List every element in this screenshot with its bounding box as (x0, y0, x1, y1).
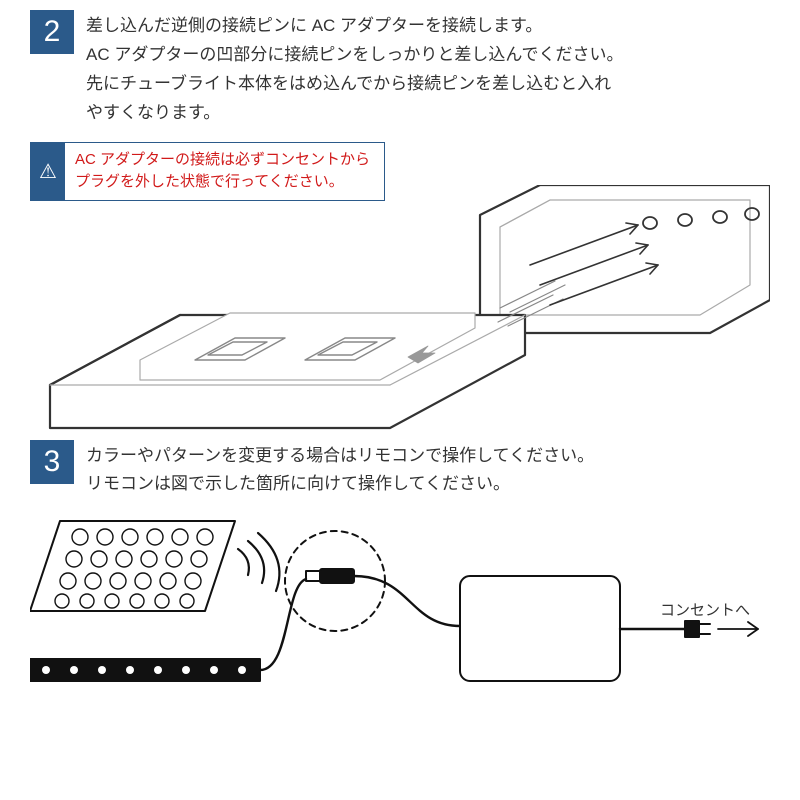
warning-line-1: AC アダプターの接続は必ずコンセントから (75, 149, 370, 172)
step-2-block: 2 差し込んだ逆側の接続ピンに AC アダプターを接続します。 AC アダプター… (0, 0, 800, 136)
warning-triangle-icon: ⚠ (31, 143, 65, 200)
figure-remote-wiring: コンセントへ (30, 511, 770, 706)
step-3-text: カラーやパターンを変更する場合はリモコンで操作してください。 リモコンは図で示し… (86, 440, 770, 500)
step-2-line-1: 差し込んだ逆側の接続ピンに AC アダプターを接続します。 (86, 12, 770, 41)
warning-text: AC アダプターの接続は必ずコンセントから プラグを外した状態で行ってください。 (65, 143, 384, 200)
step-2-line-2: AC アダプターの凹部分に接続ピンをしっかりと差し込んでください。 (86, 41, 770, 70)
warning-box: ⚠ AC アダプターの接続は必ずコンセントから プラグを外した状態で行ってくださ… (30, 142, 385, 201)
step-2-line-3: 先にチューブライト本体をはめ込んでから接続ピンを差し込むと入れ (86, 70, 770, 99)
step-3-block: 3 カラーやパターンを変更する場合はリモコンで操作してください。 リモコンは図で… (0, 430, 800, 508)
warning-line-2: プラグを外した状態で行ってください。 (75, 171, 370, 194)
label-to-outlet: コンセントへ (660, 599, 750, 620)
step-3-line-2: リモコンは図で示した箇所に向けて操作してください。 (86, 470, 770, 499)
step-2-text: 差し込んだ逆側の接続ピンに AC アダプターを接続します。 AC アダプターの凹… (86, 10, 770, 128)
figure-1-svg (30, 185, 770, 430)
step-2-line-4: やすくなります。 (86, 99, 770, 128)
step-3-number: 3 (30, 440, 74, 484)
figure-connector-socket (30, 185, 770, 430)
step-3-line-1: カラーやパターンを変更する場合はリモコンで操作してください。 (86, 442, 770, 471)
step-2-number: 2 (30, 10, 74, 54)
